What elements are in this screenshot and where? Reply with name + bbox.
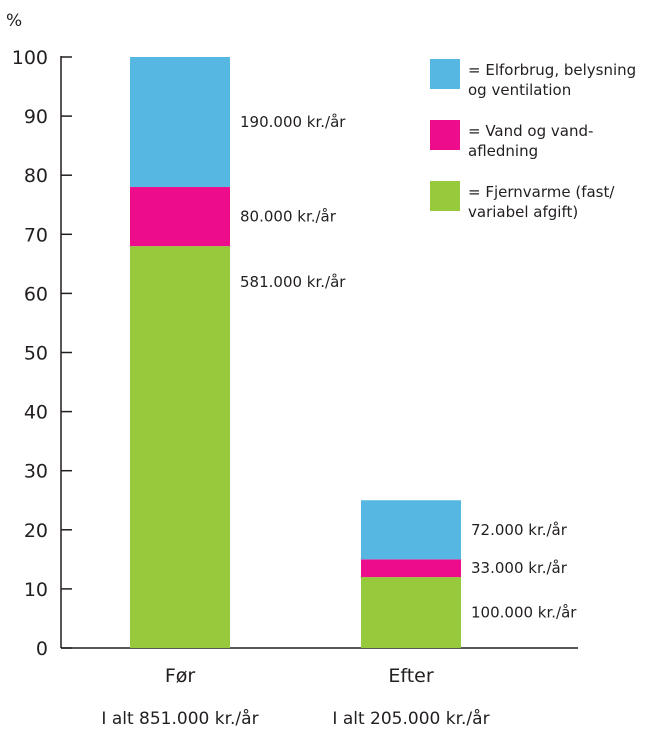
y-tick-label: 100 <box>12 47 48 69</box>
legend: = Elforbrug, belysning og ventilation = Va… <box>430 59 636 221</box>
y-axis-unit-label: % <box>6 11 22 31</box>
y-tick-label: 20 <box>24 520 48 542</box>
segment-value-label: 33.000 kr./år <box>471 559 568 577</box>
y-tick-label: 40 <box>24 402 48 424</box>
segment-value-label: 581.000 kr./år <box>240 273 346 291</box>
y-tick-label: 60 <box>24 283 48 305</box>
legend-entry-label: og ventilation <box>468 81 571 99</box>
segment-value-labels: 581.000 kr./år 80.000 kr./år 190.000 kr./å… <box>240 113 577 622</box>
segment-value-label: 72.000 kr./år <box>471 521 568 539</box>
bar-segment <box>361 500 461 560</box>
x-category-label: Før <box>165 665 196 687</box>
legend-swatch <box>430 181 460 211</box>
y-tick-label: 10 <box>24 579 48 601</box>
y-tick-label: 0 <box>36 638 48 660</box>
segment-value-label: 100.000 kr./år <box>471 604 577 622</box>
x-category-label: Efter <box>388 665 433 687</box>
legend-entry-label: = Vand og vand- <box>468 122 593 140</box>
y-tick-label: 50 <box>24 343 48 365</box>
legend-entry-label: = Fjernvarme (fast/ <box>468 183 615 201</box>
bar-segment <box>130 187 230 247</box>
legend-entry-label: = Elforbrug, belysning <box>468 61 636 79</box>
bars <box>130 57 461 648</box>
category-total-label: I alt 205.000 kr./år <box>332 708 489 729</box>
legend-swatch <box>430 59 460 89</box>
legend-swatch <box>430 120 460 150</box>
category-total-label: I alt 851.000 kr./år <box>101 708 258 729</box>
segment-value-label: 80.000 kr./år <box>240 208 337 226</box>
y-tick-label: 70 <box>24 224 48 246</box>
bar-segment <box>361 577 461 648</box>
legend-entry-label: afledning <box>468 142 538 160</box>
segment-value-label: 190.000 kr./år <box>240 113 346 131</box>
bar-segment <box>361 559 461 578</box>
bar-segment <box>130 57 230 188</box>
bar-segment <box>130 246 230 648</box>
y-tick-label: 90 <box>24 106 48 128</box>
y-tick-label: 80 <box>24 165 48 187</box>
category-labels: Før I alt 851.000 kr./år Efter I alt 205.00… <box>101 665 489 729</box>
y-tick-label: 30 <box>24 461 48 483</box>
axes: 0 10 20 30 40 50 60 70 80 90 100 <box>12 47 578 660</box>
legend-entry-label: variabel afgift) <box>468 203 578 221</box>
